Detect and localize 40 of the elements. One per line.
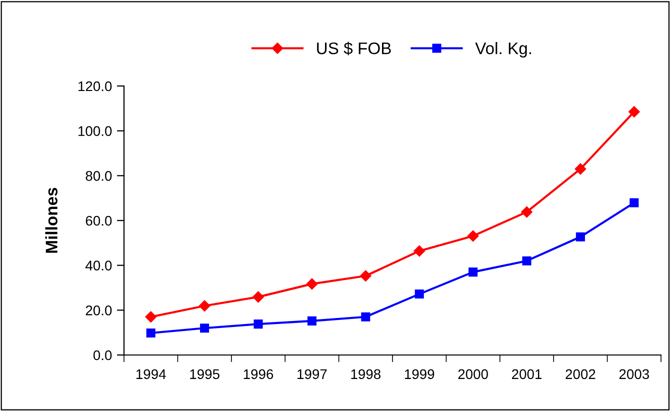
x-tick-label: 2000 [458,369,488,380]
y-tick-label: 100.0 [78,126,112,136]
point [198,300,210,312]
point [200,324,210,333]
x-tick-label: 1995 [190,369,220,380]
point [468,268,478,277]
x-tick-label: 1999 [404,369,434,380]
point [414,290,424,299]
y-axis-title: Millones [45,188,58,253]
point [576,232,585,242]
x-tick-label: 1997 [298,369,327,380]
point [467,230,479,242]
x-tick-label: 2001 [512,369,542,380]
x-tick-label: 1996 [244,369,274,380]
point [307,316,316,326]
point [252,291,264,303]
point [254,320,263,329]
point [574,163,586,175]
point [521,206,532,218]
x-tick-label: 1994 [136,369,166,380]
point [361,312,370,322]
x-tick-label: 2002 [566,369,596,380]
point [145,311,156,322]
x-tick-label: 2003 [619,369,649,380]
point [630,198,639,208]
point [360,270,372,282]
point [628,106,640,118]
legend-label: Vol. Kg. [475,42,532,58]
y-tick-label: 40.0 [85,260,112,271]
point [146,328,156,338]
y-tick-label: 120.0 [78,81,112,92]
point [306,278,318,290]
point [522,256,532,266]
point [414,245,425,257]
y-tick-label: 60.0 [86,216,112,226]
y-tick-label: 0.0 [93,350,112,360]
y-tick-label: 20.0 [86,306,112,316]
x-tick-label: 1998 [351,369,380,380]
legend-label: US $ FOB [317,42,391,56]
y-tick-label: 80.0 [86,171,112,181]
